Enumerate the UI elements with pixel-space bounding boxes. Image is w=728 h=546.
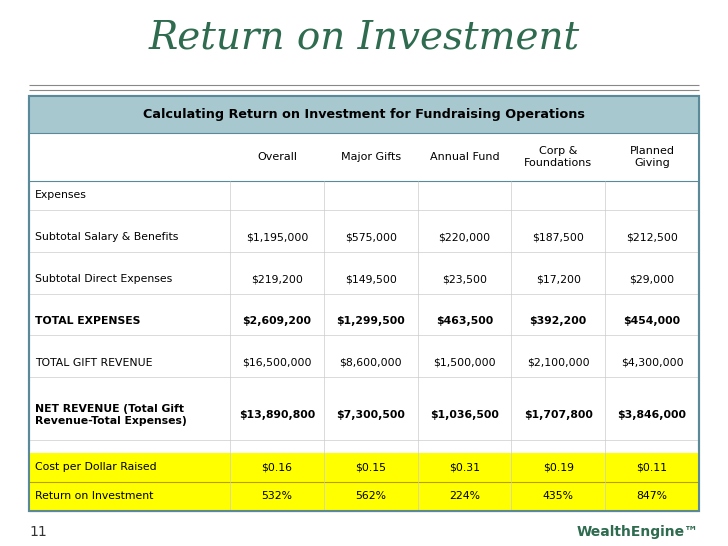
Text: Major Gifts: Major Gifts (341, 152, 400, 162)
Text: $1,707,800: $1,707,800 (523, 410, 593, 420)
Text: $187,500: $187,500 (532, 232, 584, 242)
FancyBboxPatch shape (29, 482, 699, 511)
Text: $1,195,000: $1,195,000 (246, 232, 308, 242)
Text: $2,609,200: $2,609,200 (242, 316, 312, 326)
Text: Corp &
Foundations: Corp & Foundations (524, 146, 593, 168)
Text: Cost per Dollar Raised: Cost per Dollar Raised (35, 462, 157, 472)
Text: Annual Fund: Annual Fund (430, 152, 499, 162)
Text: $8,600,000: $8,600,000 (339, 358, 402, 368)
Text: $575,000: $575,000 (344, 232, 397, 242)
Text: $4,300,000: $4,300,000 (621, 358, 684, 368)
Text: Subtotal Direct Expenses: Subtotal Direct Expenses (35, 274, 173, 284)
Text: 532%: 532% (261, 491, 293, 501)
Text: $1,500,000: $1,500,000 (433, 358, 496, 368)
Text: $149,500: $149,500 (345, 274, 397, 284)
Text: Calculating Return on Investment for Fundraising Operations: Calculating Return on Investment for Fun… (143, 108, 585, 121)
Text: 435%: 435% (543, 491, 574, 501)
Text: $212,500: $212,500 (626, 232, 678, 242)
Text: $23,500: $23,500 (442, 274, 487, 284)
FancyBboxPatch shape (29, 453, 699, 482)
Text: $220,000: $220,000 (438, 232, 491, 242)
FancyBboxPatch shape (29, 96, 699, 133)
Text: $7,300,500: $7,300,500 (336, 410, 405, 420)
Text: Return on Investment: Return on Investment (35, 491, 154, 501)
Text: $0.11: $0.11 (636, 462, 668, 472)
Text: 847%: 847% (636, 491, 668, 501)
Text: 562%: 562% (355, 491, 386, 501)
Text: $0.16: $0.16 (261, 462, 293, 472)
Text: TOTAL EXPENSES: TOTAL EXPENSES (35, 316, 141, 326)
Text: 224%: 224% (449, 491, 480, 501)
Text: $3,846,000: $3,846,000 (617, 410, 687, 420)
Text: Subtotal Salary & Benefits: Subtotal Salary & Benefits (35, 232, 178, 242)
Text: $17,200: $17,200 (536, 274, 581, 284)
Text: $2,100,000: $2,100,000 (527, 358, 590, 368)
Text: Planned
Giving: Planned Giving (630, 146, 675, 168)
Text: NET REVENUE (Total Gift
Revenue-Total Expenses): NET REVENUE (Total Gift Revenue-Total Ex… (35, 404, 186, 426)
Text: $29,000: $29,000 (630, 274, 675, 284)
Text: $219,200: $219,200 (251, 274, 303, 284)
Text: Overall: Overall (257, 152, 297, 162)
FancyBboxPatch shape (29, 133, 699, 181)
Text: $0.31: $0.31 (449, 462, 480, 472)
Text: WealthEngine™: WealthEngine™ (577, 525, 699, 539)
Text: $0.19: $0.19 (543, 462, 574, 472)
Text: $1,299,500: $1,299,500 (336, 316, 405, 326)
FancyBboxPatch shape (29, 96, 699, 511)
Text: $13,890,800: $13,890,800 (239, 410, 315, 420)
Text: $392,200: $392,200 (529, 316, 587, 326)
Text: $1,036,500: $1,036,500 (430, 410, 499, 420)
Text: $0.15: $0.15 (355, 462, 386, 472)
Text: $463,500: $463,500 (436, 316, 493, 326)
Text: TOTAL GIFT REVENUE: TOTAL GIFT REVENUE (35, 358, 152, 368)
Text: $454,000: $454,000 (623, 316, 681, 326)
Text: Expenses: Expenses (35, 190, 87, 200)
Text: Return on Investment: Return on Investment (149, 19, 579, 56)
Text: $16,500,000: $16,500,000 (242, 358, 312, 368)
Text: 11: 11 (29, 525, 47, 539)
